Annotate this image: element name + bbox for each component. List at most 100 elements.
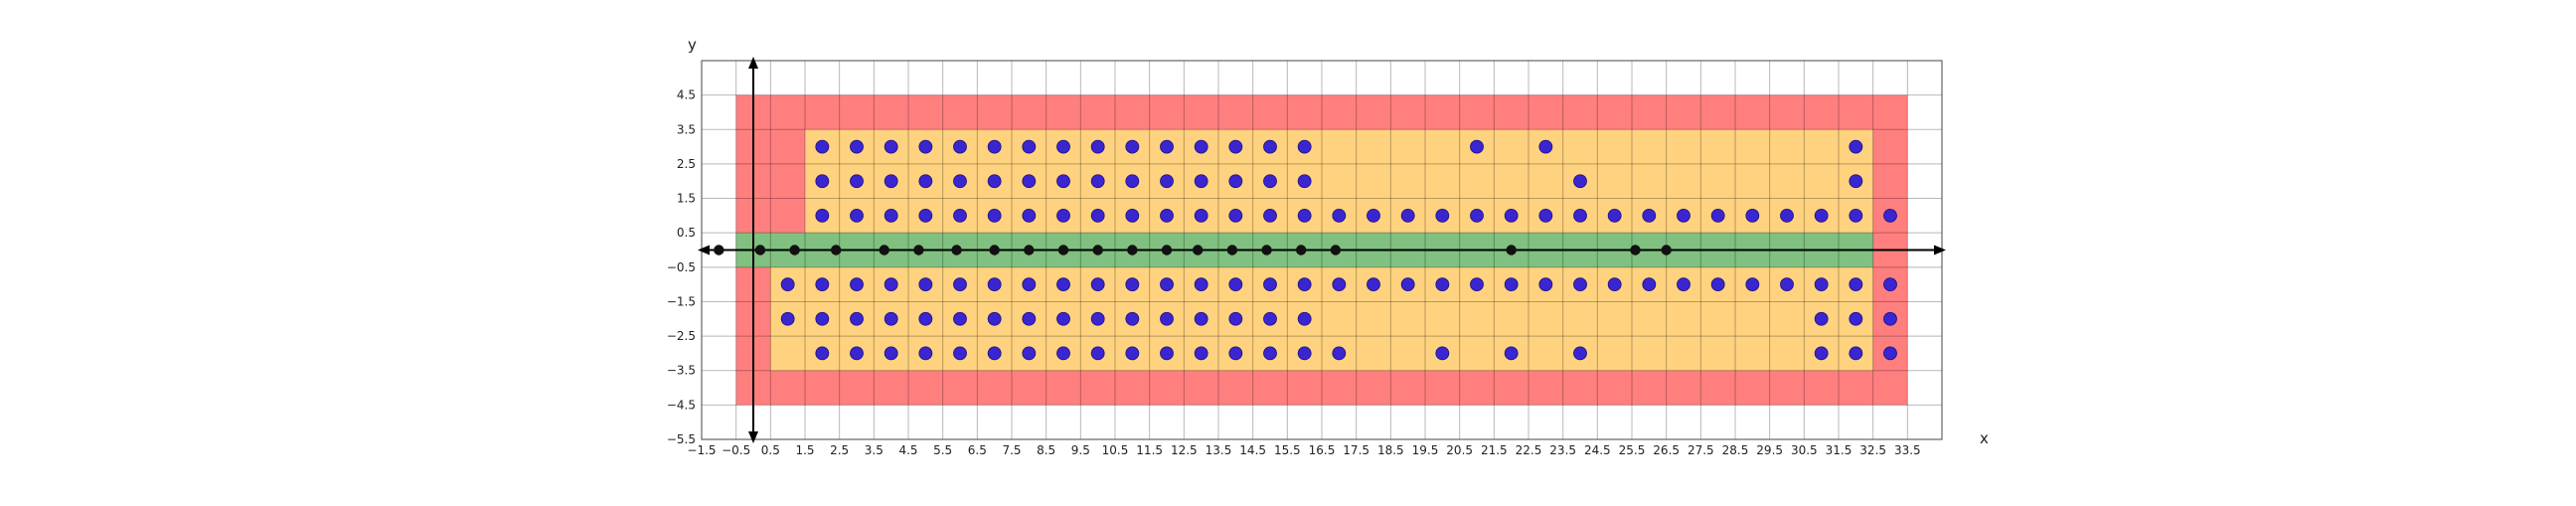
blue-point [1710, 208, 1725, 223]
x-tick-label: −0.5 [722, 443, 750, 457]
x-tick-label: 32.5 [1859, 443, 1886, 457]
blue-point [953, 208, 967, 223]
blue-point [1125, 311, 1140, 326]
x-tick-label: −1.5 [687, 443, 716, 457]
blue-point [1470, 277, 1484, 292]
blue-point [850, 311, 864, 326]
blue-point [850, 277, 864, 292]
y-axis-arrow-up [748, 57, 758, 69]
blue-point [1090, 311, 1105, 326]
blue-point [1814, 208, 1829, 223]
blue-point [1573, 277, 1587, 292]
blue-point [1400, 277, 1415, 292]
x-axis-arrow-right [1934, 245, 1946, 255]
blue-point [1022, 139, 1037, 154]
blue-point [987, 346, 1002, 361]
blue-point [1194, 174, 1208, 189]
x-axis-label: x [1980, 429, 1989, 447]
blue-point [1090, 139, 1105, 154]
blue-point [1677, 277, 1690, 292]
blue-point [1263, 311, 1277, 326]
blue-point [1297, 208, 1312, 223]
y-tick-label: 0.5 [677, 226, 696, 240]
black-point [714, 245, 724, 255]
blue-point [1228, 311, 1243, 326]
blue-point [1022, 208, 1037, 223]
blue-point [884, 208, 898, 223]
blue-point [987, 139, 1002, 154]
y-tick-label: −1.5 [667, 294, 696, 308]
black-point [951, 245, 962, 255]
blue-point [1883, 277, 1897, 292]
x-tick-label: 27.5 [1688, 443, 1714, 457]
x-tick-label: 4.5 [898, 443, 917, 457]
blue-point [1883, 311, 1897, 326]
blue-point [918, 311, 933, 326]
points-layer [714, 139, 1897, 361]
x-tick-label: 25.5 [1619, 443, 1646, 457]
blue-point [1263, 346, 1277, 361]
blue-point [1022, 174, 1037, 189]
y-tick-label: 4.5 [677, 88, 696, 102]
blue-point [1883, 208, 1897, 223]
blue-point [987, 277, 1002, 292]
blue-point [1228, 208, 1243, 223]
blue-point [1607, 208, 1622, 223]
blue-point [1056, 346, 1070, 361]
x-tick-label: 33.5 [1894, 443, 1921, 457]
black-point [1330, 245, 1342, 255]
blue-point [918, 139, 933, 154]
blue-point [884, 277, 898, 292]
black-point [1296, 245, 1307, 255]
blue-point [1228, 174, 1243, 189]
blue-point [780, 277, 795, 292]
blue-point [1642, 277, 1657, 292]
blue-point [1677, 208, 1690, 223]
blue-point [884, 174, 898, 189]
blue-point [1125, 208, 1140, 223]
blue-point [1400, 208, 1415, 223]
blue-point [884, 311, 898, 326]
x-tick-label: 8.5 [1037, 443, 1055, 457]
blue-point [1297, 346, 1312, 361]
blue-point [918, 174, 933, 189]
blue-point [1160, 139, 1174, 154]
blue-point [815, 346, 830, 361]
blue-point [1849, 277, 1863, 292]
x-tick-label: 26.5 [1653, 443, 1680, 457]
blue-point [1263, 208, 1277, 223]
x-tick-label: 13.5 [1206, 443, 1232, 457]
blue-point [850, 346, 864, 361]
blue-point [1297, 277, 1312, 292]
blue-point [1538, 208, 1553, 223]
blue-point [1332, 346, 1347, 361]
blue-point [1367, 277, 1380, 292]
blue-point [1228, 346, 1243, 361]
x-tick-label: 18.5 [1377, 443, 1404, 457]
blue-point [1849, 208, 1863, 223]
blue-point [1263, 139, 1277, 154]
blue-point [918, 208, 933, 223]
blue-point [1470, 139, 1484, 154]
x-axis-arrow-left [698, 245, 710, 255]
blue-point [780, 311, 795, 326]
blue-point [815, 277, 830, 292]
x-tick-label: 28.5 [1722, 443, 1749, 457]
x-tick-label: 14.5 [1239, 443, 1266, 457]
x-tick-label: 0.5 [761, 443, 780, 457]
x-tick-label: 21.5 [1481, 443, 1508, 457]
blue-point [953, 139, 967, 154]
blue-point [1814, 346, 1829, 361]
black-point [913, 245, 924, 255]
blue-point [1849, 346, 1863, 361]
blue-point [1573, 208, 1587, 223]
blue-point [850, 139, 864, 154]
x-tick-label: 5.5 [933, 443, 952, 457]
blue-point [1435, 277, 1450, 292]
blue-point [1194, 346, 1208, 361]
x-tick-label: 1.5 [795, 443, 814, 457]
blue-point [884, 139, 898, 154]
blue-point [953, 346, 967, 361]
blue-point [1642, 208, 1657, 223]
